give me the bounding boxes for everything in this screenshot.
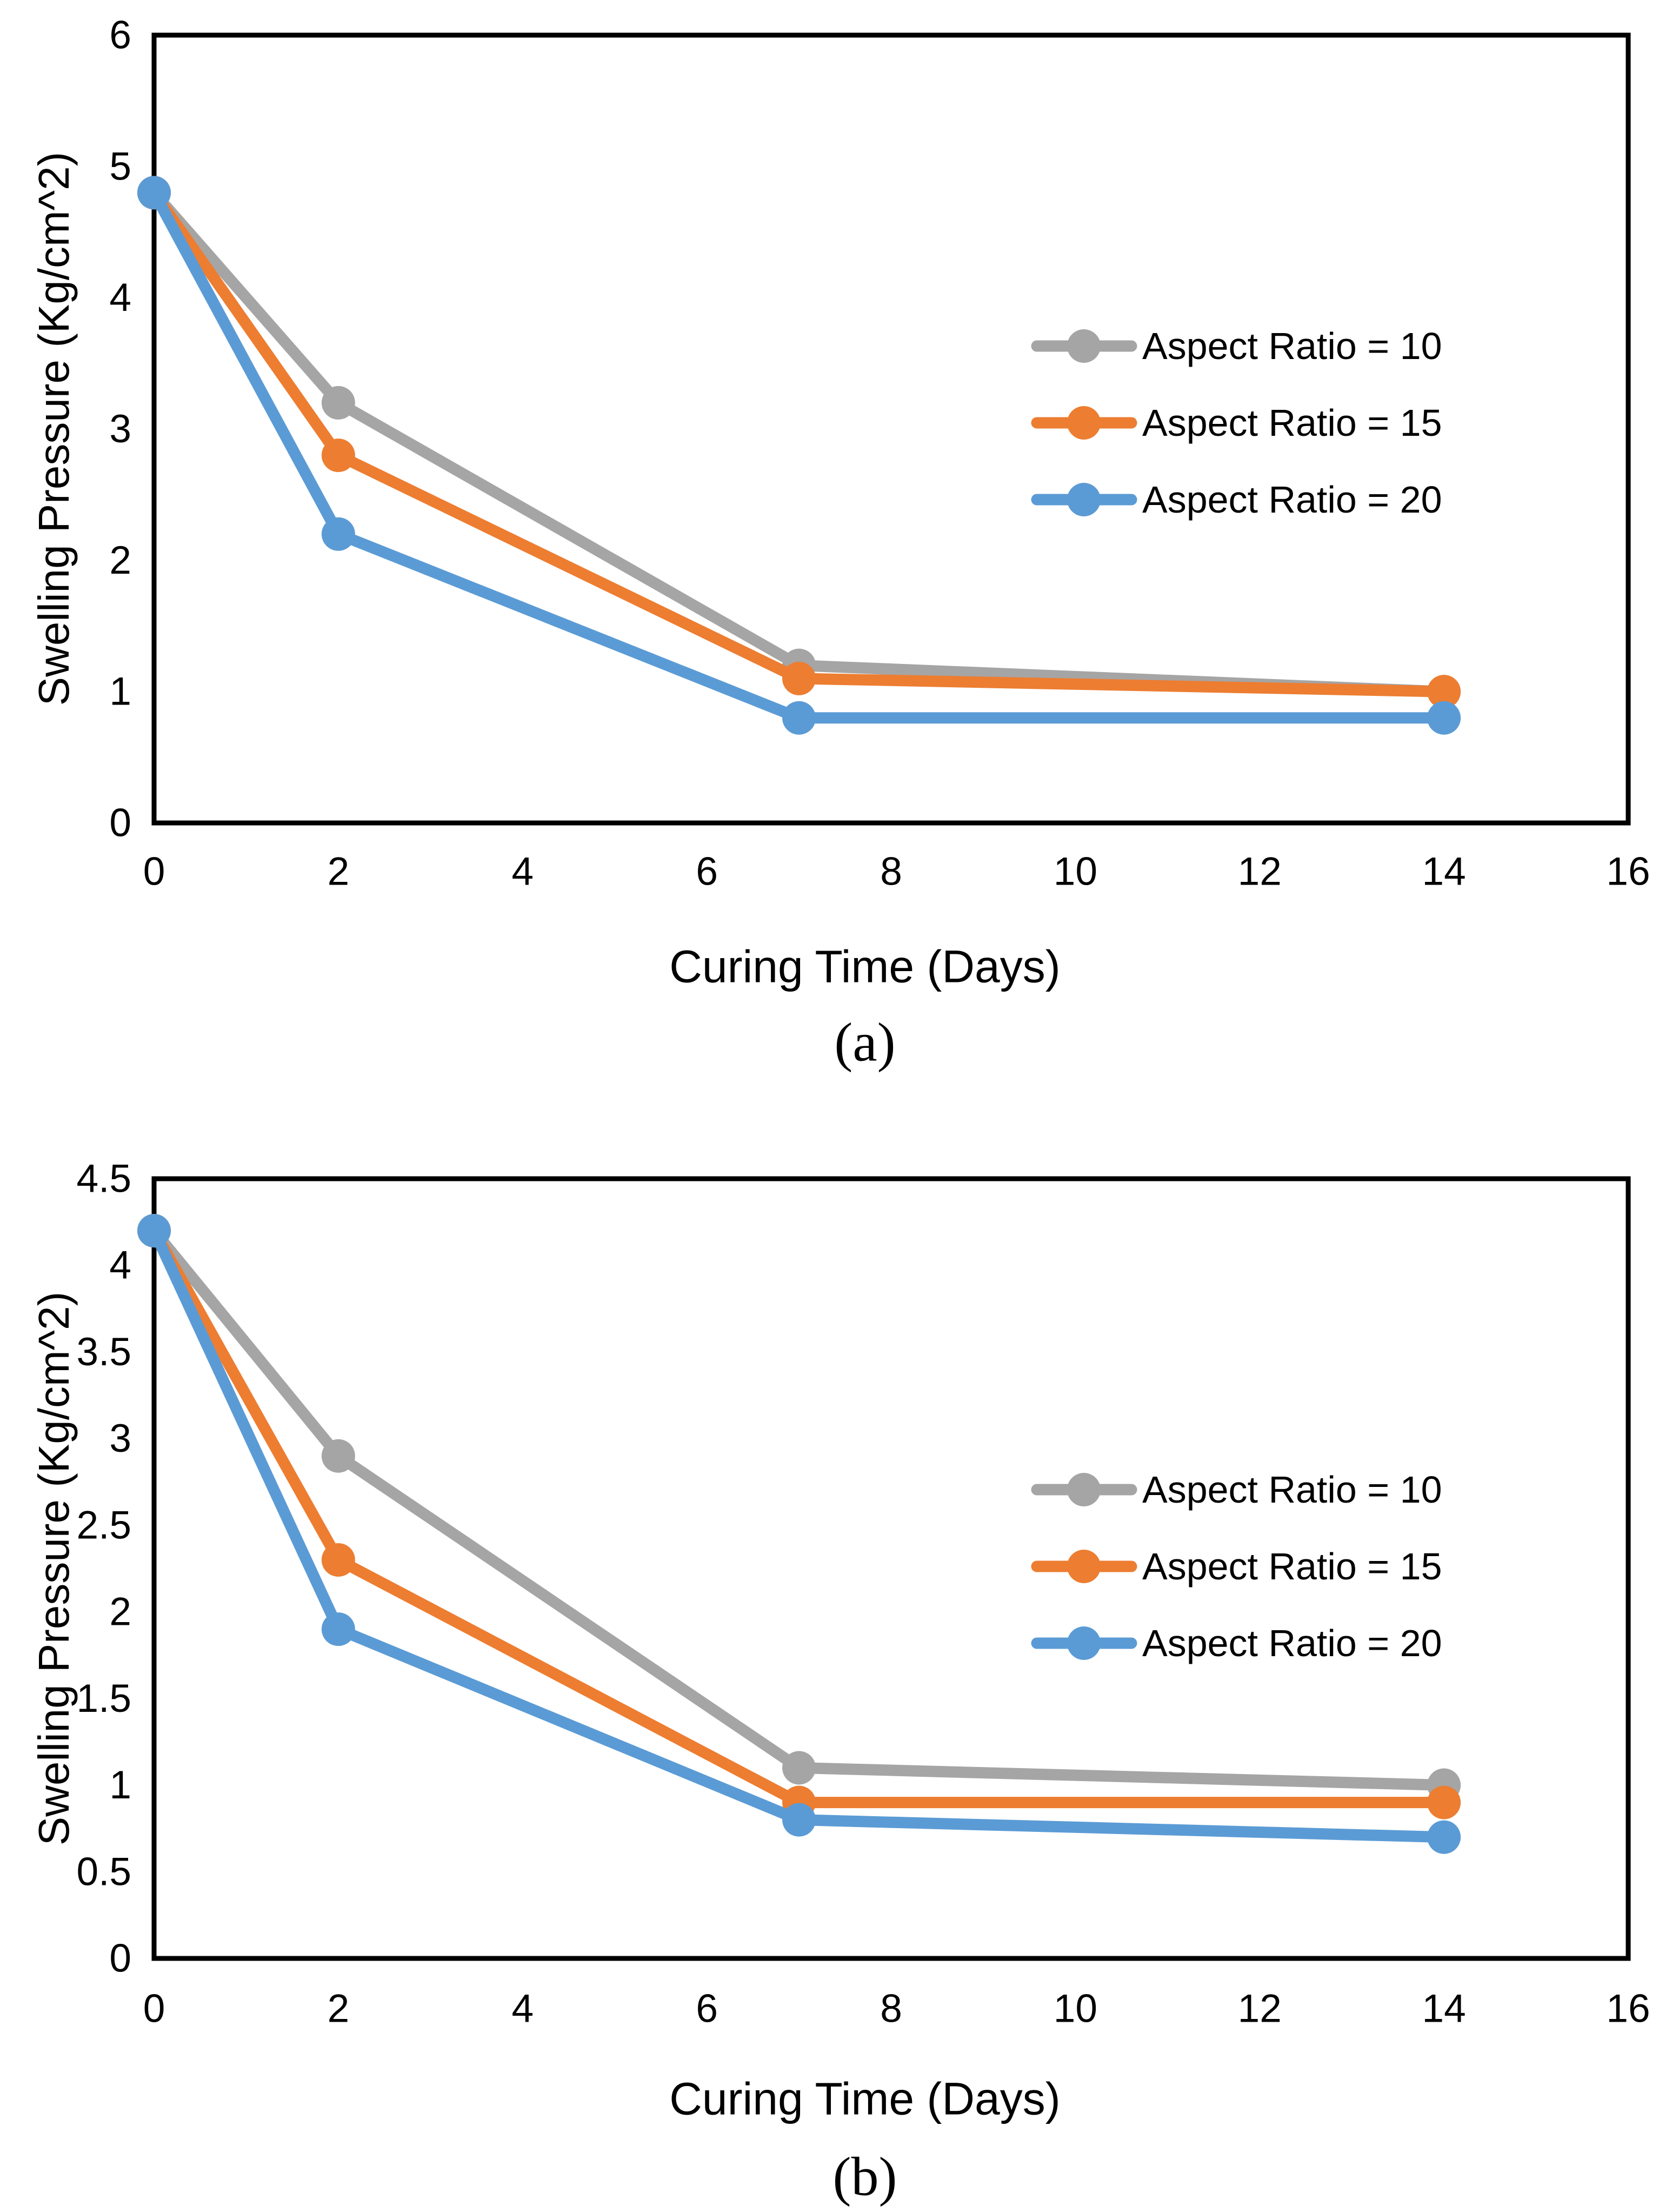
x-tick-label-a: 10 xyxy=(1054,850,1097,894)
legend-marker-icon xyxy=(1067,1550,1101,1583)
data-point-aspect-ratio-15 xyxy=(321,1543,355,1577)
legend-item-aspect-ratio-20: Aspect Ratio = 20 xyxy=(1031,479,1442,521)
data-point-aspect-ratio-10 xyxy=(321,1439,355,1473)
data-point-aspect-ratio-20 xyxy=(782,701,816,735)
chart-b: 0 0.5 1 1.5 2 2.5 3 3.5 4 4.5 0 2 4 6 8 10 12 14 16 Aspect … xyxy=(77,1157,1650,2031)
legend-marker-icon xyxy=(1067,329,1101,363)
y-axis-title-b: Swelling Pressure (Kg/cm^2) xyxy=(30,1291,78,1846)
y-tick-label-b: 4.5 xyxy=(77,1157,131,1201)
data-point-aspect-ratio-20 xyxy=(137,176,171,210)
data-point-aspect-ratio-10 xyxy=(321,386,355,420)
y-tick-label-a: 1 xyxy=(109,670,131,714)
y-tick-label-a: 6 xyxy=(109,14,131,57)
series-line-aspect-ratio-20 xyxy=(148,1225,1450,1843)
data-point-aspect-ratio-20 xyxy=(321,517,355,551)
x-tick-label-b: 16 xyxy=(1606,1987,1650,2031)
legend-label: Aspect Ratio = 20 xyxy=(1142,479,1442,521)
y-tick-label-b: 4 xyxy=(109,1244,131,1287)
legend-marker-icon xyxy=(1067,483,1101,516)
data-point-aspect-ratio-20 xyxy=(321,1612,355,1646)
legend-label: Aspect Ratio = 10 xyxy=(1142,1469,1442,1511)
y-tick-label-b: 0.5 xyxy=(77,1850,131,1894)
y-tick-label-b: 3.5 xyxy=(77,1330,131,1374)
legend-item-aspect-ratio-20: Aspect Ratio = 20 xyxy=(1031,1622,1442,1664)
x-tick-label-a: 16 xyxy=(1606,850,1650,894)
legend-label: Aspect Ratio = 15 xyxy=(1142,402,1442,444)
x-tick-label-b: 4 xyxy=(511,1987,534,2031)
legend-label: Aspect Ratio = 20 xyxy=(1142,1622,1442,1664)
data-point-aspect-ratio-20 xyxy=(1427,1820,1461,1854)
legend-label: Aspect Ratio = 10 xyxy=(1142,325,1442,367)
plot-border-b xyxy=(151,1176,1631,1961)
y-tick-label-a: 4 xyxy=(109,276,131,320)
x-tick-label-b: 12 xyxy=(1238,1987,1282,2031)
series-line-aspect-ratio-10 xyxy=(148,187,1450,698)
legend-item-aspect-ratio-15: Aspect Ratio = 15 xyxy=(1031,402,1442,444)
y-tick-label-a: 0 xyxy=(109,801,131,845)
y-tick-label-b: 2 xyxy=(109,1590,131,1634)
y-tick-label-b: 0 xyxy=(109,1937,131,1981)
data-point-aspect-ratio-20 xyxy=(782,1803,816,1837)
data-point-aspect-ratio-10 xyxy=(782,1751,816,1785)
legend-label: Aspect Ratio = 15 xyxy=(1142,1545,1442,1587)
x-tick-label-a: 2 xyxy=(328,850,350,894)
series-line-aspect-ratio-15 xyxy=(148,1225,1450,1809)
x-tick-label-a: 8 xyxy=(880,850,902,894)
caption-b: (b) xyxy=(832,2146,897,2208)
y-tick-label-b: 3 xyxy=(109,1417,131,1460)
legend-item-aspect-ratio-10: Aspect Ratio = 10 xyxy=(1031,1469,1442,1511)
x-tick-label-b: 0 xyxy=(143,1987,165,2031)
x-tick-label-b: 2 xyxy=(328,1987,350,2031)
y-tick-label-b: 1 xyxy=(109,1763,131,1807)
data-point-aspect-ratio-15 xyxy=(1427,1785,1461,1819)
data-point-aspect-ratio-15 xyxy=(782,661,816,695)
data-point-aspect-ratio-15 xyxy=(1427,675,1461,709)
x-tick-label-b: 6 xyxy=(696,1987,718,2031)
y-tick-label-b: 2.5 xyxy=(77,1503,131,1547)
x-axis-title-b: Curing Time (Days) xyxy=(669,2073,1061,2124)
x-tick-label-a: 14 xyxy=(1422,850,1466,894)
x-tick-label-a: 6 xyxy=(696,850,718,894)
series-line-aspect-ratio-10 xyxy=(148,1225,1450,1791)
y-tick-label-b: 1.5 xyxy=(77,1677,131,1721)
data-point-aspect-ratio-20 xyxy=(137,1214,171,1248)
y-tick-label-a: 3 xyxy=(109,407,131,451)
x-axis-title-a: Curing Time (Days) xyxy=(669,941,1061,992)
data-point-aspect-ratio-15 xyxy=(321,439,355,473)
x-tick-label-a: 12 xyxy=(1238,850,1282,894)
caption-a: (a) xyxy=(834,1012,896,1073)
x-tick-label-b: 8 xyxy=(880,1987,902,2031)
series-line-aspect-ratio-15 xyxy=(148,187,1450,698)
x-tick-label-a: 4 xyxy=(511,850,534,894)
y-tick-label-a: 2 xyxy=(109,539,131,582)
legend-marker-icon xyxy=(1067,406,1101,440)
x-tick-label-a: 0 xyxy=(143,850,165,894)
legend-item-aspect-ratio-15: Aspect Ratio = 15 xyxy=(1031,1545,1442,1587)
y-axis-title-a: Swelling Pressure (Kg/cm^2) xyxy=(30,151,78,706)
series-line-aspect-ratio-20 xyxy=(148,187,1450,724)
data-point-aspect-ratio-20 xyxy=(1427,701,1461,735)
legend-marker-icon xyxy=(1067,1473,1101,1506)
x-tick-label-b: 10 xyxy=(1054,1987,1097,2031)
legend-item-aspect-ratio-10: Aspect Ratio = 10 xyxy=(1031,325,1442,367)
x-tick-label-b: 14 xyxy=(1422,1987,1466,2031)
plot-border-a xyxy=(151,32,1631,826)
y-tick-label-a: 5 xyxy=(109,144,131,188)
legend-marker-icon xyxy=(1067,1626,1101,1660)
